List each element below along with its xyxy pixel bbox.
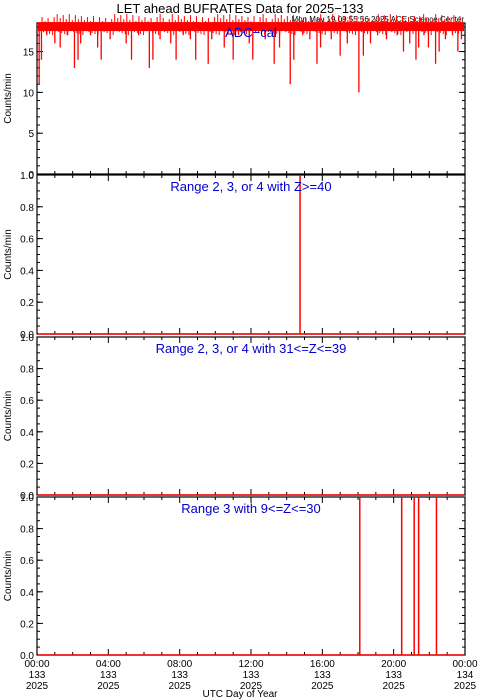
x-tick-label: 20:00 [381, 659, 406, 670]
y-tick-label: 0.6 [20, 396, 34, 407]
x-tick-label: 16:00 [310, 659, 335, 670]
x-tick-label: 08:00 [167, 659, 192, 670]
x-tick-label: 133 [314, 670, 331, 681]
x-tick-label: 133 [29, 670, 46, 681]
x-tick-label: 133 [100, 670, 117, 681]
y-axis-title: Counts/min [3, 391, 14, 442]
y-tick-label: 0.8 [20, 203, 34, 214]
x-tick-label: 133 [385, 670, 402, 681]
panel-label: ADC−cal [225, 25, 277, 40]
x-tick-label: 2025 [240, 681, 263, 692]
y-tick-label: 0.8 [20, 365, 34, 376]
y-tick-label: 10 [23, 88, 35, 99]
y-tick-label: 0 [28, 170, 34, 181]
x-tick-label: 2025 [311, 681, 334, 692]
panels: 0 5 10 15 Counts/min ADC−cal 0.0 0.2 0.4 0.6 0.8 1.… [3, 14, 466, 662]
x-tick-label: 00:00 [24, 659, 49, 670]
x-tick-label: 2025 [97, 681, 120, 692]
panel-frame [36, 496, 466, 656]
y-tick-label: 0.6 [20, 556, 34, 567]
y-tick-label: 1.0 [20, 171, 34, 182]
x-tick-label: 2025 [169, 681, 192, 692]
y-tick-label: 0.4 [20, 266, 34, 277]
x-tick-label: 00:00 [452, 659, 477, 670]
panel-4: 0.0 0.2 0.4 0.6 0.8 1.0 Counts/min Range 3 with… [3, 493, 466, 662]
y-axis-title: Counts/min [3, 73, 14, 124]
y-tick-label: 15 [23, 48, 35, 59]
y-tick-label: 1.0 [20, 333, 34, 344]
panel-1: 0 5 10 15 Counts/min ADC−cal [3, 14, 466, 181]
x-axis: 00:00133202504:00133202508:00133202512:0… [24, 659, 477, 692]
panel-label: Range 2, 3, or 4 with Z>=40 [170, 179, 331, 194]
panel-label: Range 2, 3, or 4 with 31<=Z<=39 [156, 341, 347, 356]
y-tick-label: 1.0 [20, 493, 34, 504]
x-tick-label: 2025 [26, 681, 49, 692]
panel-label: Range 3 with 9<=Z<=30 [181, 501, 321, 516]
chart-title: LET ahead BUFRATES Data for 2025−133 [116, 1, 363, 16]
panel-2: 0.0 0.2 0.4 0.6 0.8 1.0 Counts/min Range 2, 3, … [3, 171, 466, 341]
x-tick-label: 133 [171, 670, 188, 681]
y-tick-label: 0.6 [20, 235, 34, 246]
y-tick-label: 0.2 [20, 298, 34, 309]
y-tick-label: 0.4 [20, 428, 34, 439]
y-tick-label: 5 [28, 129, 34, 140]
y-tick-label: 0.8 [20, 525, 34, 536]
y-tick-label: 0.2 [20, 459, 34, 470]
x-axis-title: UTC Day of Year [202, 689, 278, 700]
x-tick-label: 133 [243, 670, 260, 681]
y-tick-label: 0.0 [20, 491, 34, 502]
y-tick-label: 0.0 [20, 651, 34, 662]
y-tick-label: 0.2 [20, 619, 34, 630]
x-tick-label: 2025 [454, 681, 477, 692]
x-tick-label: 134 [457, 670, 474, 681]
y-axis-title: Counts/min [3, 229, 14, 280]
x-tick-label: 04:00 [96, 659, 121, 670]
y-tick-label: 0.0 [20, 330, 34, 341]
panel-frame [36, 336, 466, 496]
panel-3: 0.0 0.2 0.4 0.6 0.8 1.0 Counts/min Range 2, 3, … [3, 333, 466, 502]
x-tick-label: 12:00 [238, 659, 263, 670]
y-axis-title: Counts/min [3, 551, 14, 602]
panel-frame [36, 174, 466, 335]
y-tick-label: 0.4 [20, 588, 34, 599]
series-baseline-band [38, 22, 464, 32]
x-tick-label: 2025 [383, 681, 406, 692]
